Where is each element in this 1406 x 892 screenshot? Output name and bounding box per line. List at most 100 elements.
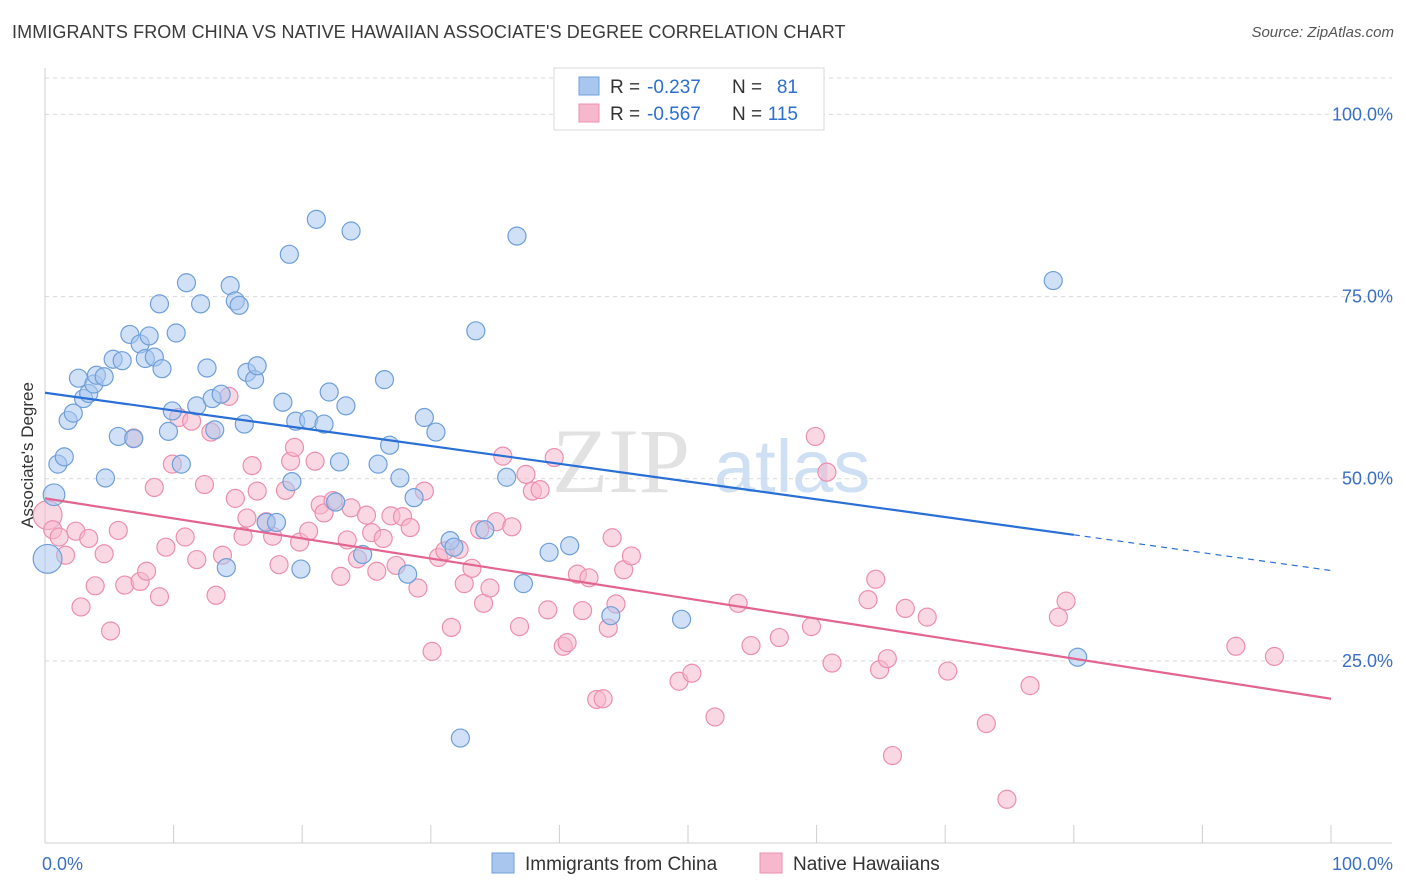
legend-swatch-hawaiian <box>578 103 600 123</box>
china-point <box>112 351 132 371</box>
hawaiian-point <box>356 505 377 525</box>
china-point <box>314 414 334 434</box>
hawaiian-point <box>882 745 903 766</box>
china-point <box>273 392 293 412</box>
hawaiian-point <box>572 600 593 621</box>
hawaiian-point <box>144 477 164 498</box>
hawaiian-point <box>100 621 121 641</box>
hawaiian-point <box>895 598 915 619</box>
hawaiian-point <box>136 561 157 581</box>
hawaiian-point <box>247 481 267 501</box>
china-point <box>171 454 191 474</box>
china-point <box>513 574 533 594</box>
china-point <box>1043 270 1063 291</box>
hawaiian-point <box>938 661 958 681</box>
legend-n-label-hawaiian: N = <box>732 104 762 125</box>
chart-title: IMMIGRANTS FROM CHINA VS NATIVE HAWAIIAN… <box>12 22 846 42</box>
hawaiian-point <box>866 569 886 589</box>
china-point <box>444 537 464 557</box>
china-point <box>353 544 373 565</box>
hawaiian-point <box>367 561 387 581</box>
hawaiian-point <box>593 689 613 709</box>
hawaiian-point <box>454 574 474 594</box>
china-point <box>306 209 326 229</box>
hawaiian-point <box>557 633 577 653</box>
bottom-legend-label-hawaiian: Native Hawaiians <box>793 854 940 875</box>
hawaiian-point <box>997 789 1017 809</box>
china-point <box>497 467 517 487</box>
hawaiian-point <box>441 617 461 637</box>
china-point <box>279 244 299 264</box>
china-point <box>475 520 495 540</box>
china-point <box>63 403 83 423</box>
china-point <box>234 414 254 434</box>
hawaiian-point <box>284 437 305 457</box>
hawaiian-point <box>538 600 558 620</box>
china-point <box>139 326 159 346</box>
hawaiian-point <box>1048 607 1068 627</box>
hawaiian-point <box>1264 646 1285 667</box>
hawaiian-point <box>269 555 289 575</box>
china-point <box>390 468 410 488</box>
china-point <box>319 382 339 402</box>
china-point <box>42 483 66 507</box>
legend-r-value-china: -0.237 <box>647 77 701 98</box>
hawaiian-trend-line <box>44 497 1332 700</box>
hawaiian-point <box>71 597 91 617</box>
china-point <box>426 422 446 442</box>
hawaiian-point <box>400 517 420 538</box>
china-point <box>450 728 470 748</box>
hawaiian-point <box>206 585 226 605</box>
china-point <box>94 367 114 387</box>
hawaiian-point <box>480 578 500 598</box>
hawaiian-point <box>1056 591 1076 611</box>
hawaiian-point <box>85 576 105 596</box>
hawaiian-point <box>877 649 897 669</box>
hawaiian-point <box>233 526 253 546</box>
hawaiian-point <box>621 546 642 566</box>
legend-r-label-china: R = <box>610 77 640 98</box>
china-trend-line <box>44 391 1074 536</box>
bottom-legend-label-china: Immigrants from China <box>525 854 718 875</box>
china-point <box>291 559 311 579</box>
china-point <box>166 323 186 343</box>
hawaiian-point <box>917 607 937 627</box>
hawaiian-point <box>49 527 69 547</box>
china-point <box>176 273 197 293</box>
hawaiian-point <box>728 593 748 613</box>
china-point <box>671 609 692 629</box>
china-point <box>95 468 116 488</box>
china-point <box>374 370 395 390</box>
hawaiian-point <box>769 627 789 648</box>
hawaiian-point <box>462 558 482 578</box>
hawaiian-point <box>194 474 215 495</box>
y-axis-title: Associate's Degree <box>18 382 37 528</box>
watermark-atlas: atlas <box>714 425 870 508</box>
legend-n-value-hawaiian: 115 <box>768 104 798 125</box>
hawaiian-point <box>331 566 351 586</box>
hawaiian-point <box>242 456 262 476</box>
legend-swatch-china <box>578 76 600 96</box>
china-point <box>149 294 170 314</box>
hawaiian-point <box>682 663 702 683</box>
legend-n-value-china: 81 <box>777 77 798 98</box>
legend-r-value-hawaiian: -0.567 <box>647 104 701 125</box>
y-tick-label: 100.0% <box>1332 104 1393 124</box>
y-tick-label: 75.0% <box>1342 287 1393 307</box>
hawaiian-point <box>373 528 393 549</box>
hawaiian-point <box>817 462 837 482</box>
china-point <box>187 396 207 416</box>
china-point <box>152 359 172 379</box>
hawaiian-point <box>1226 636 1246 656</box>
axis-layer: 25.0% 50.0% 75.0% 100.0% <box>44 68 1393 844</box>
hawaiian-point <box>976 713 996 734</box>
hawaiian-point <box>602 528 622 548</box>
china-point <box>341 221 361 241</box>
hawaiian-point <box>509 617 530 637</box>
series-legend: Immigrants from China Native Hawaiians <box>491 852 940 875</box>
hawaiian-point <box>502 517 522 537</box>
china-point <box>158 421 179 441</box>
china-point <box>329 452 350 472</box>
watermark: ZIP atlas <box>552 410 870 512</box>
x-tick-label-max: 100.0% <box>1332 854 1393 874</box>
